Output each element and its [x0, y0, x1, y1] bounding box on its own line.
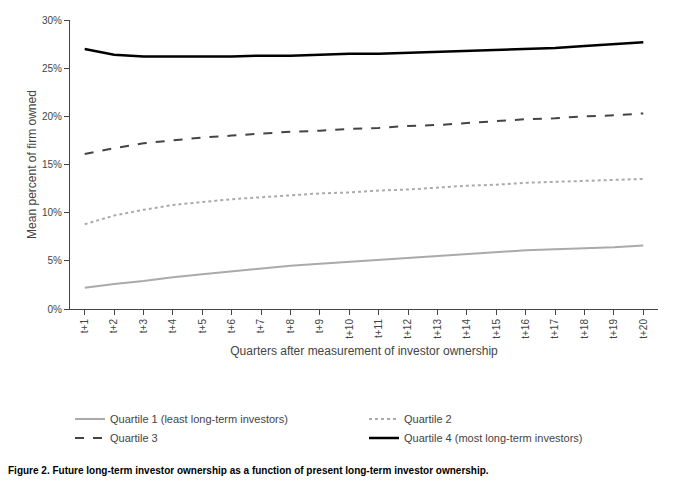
svg-text:Figure 2. Future long-term inv: Figure 2. Future long-term investor owne…: [8, 465, 489, 476]
svg-text:5%: 5%: [48, 255, 63, 266]
svg-text:t+6: t+6: [226, 319, 237, 334]
svg-text:t+3: t+3: [138, 319, 149, 334]
svg-text:t+4: t+4: [167, 319, 178, 334]
svg-text:t+15: t+15: [491, 319, 502, 339]
svg-text:t+18: t+18: [579, 319, 590, 339]
svg-text:30%: 30%: [42, 15, 62, 26]
svg-text:0%: 0%: [48, 304, 63, 315]
svg-text:Quartile 4 (most long-term inv: Quartile 4 (most long-term investors): [404, 432, 583, 444]
svg-text:t+10: t+10: [344, 319, 355, 339]
svg-text:25%: 25%: [42, 63, 62, 74]
svg-text:t+9: t+9: [314, 319, 325, 334]
svg-text:t+1: t+1: [79, 319, 90, 334]
svg-text:Quartile 1 (least long-term in: Quartile 1 (least long-term investors): [110, 413, 288, 425]
svg-text:10%: 10%: [42, 207, 62, 218]
svg-text:t+2: t+2: [108, 319, 119, 334]
svg-text:15%: 15%: [42, 159, 62, 170]
svg-text:t+14: t+14: [461, 319, 472, 339]
svg-text:Quartile 3: Quartile 3: [110, 432, 158, 444]
svg-text:t+7: t+7: [255, 319, 266, 334]
svg-text:Quarters after measurement of: Quarters after measurement of investor o…: [230, 344, 498, 358]
svg-text:Quartile 2: Quartile 2: [404, 413, 452, 425]
svg-text:t+5: t+5: [197, 319, 208, 334]
svg-text:t+17: t+17: [549, 319, 560, 339]
svg-text:20%: 20%: [42, 111, 62, 122]
svg-text:t+19: t+19: [608, 319, 619, 339]
svg-text:t+13: t+13: [432, 319, 443, 339]
svg-text:t+8: t+8: [285, 319, 296, 334]
svg-text:t+20: t+20: [638, 319, 649, 339]
svg-text:t+11: t+11: [373, 319, 384, 338]
svg-text:t+16: t+16: [520, 319, 531, 339]
svg-text:t+12: t+12: [402, 319, 413, 339]
svg-text:Mean percent of firm owned: Mean percent of firm owned: [25, 90, 39, 239]
